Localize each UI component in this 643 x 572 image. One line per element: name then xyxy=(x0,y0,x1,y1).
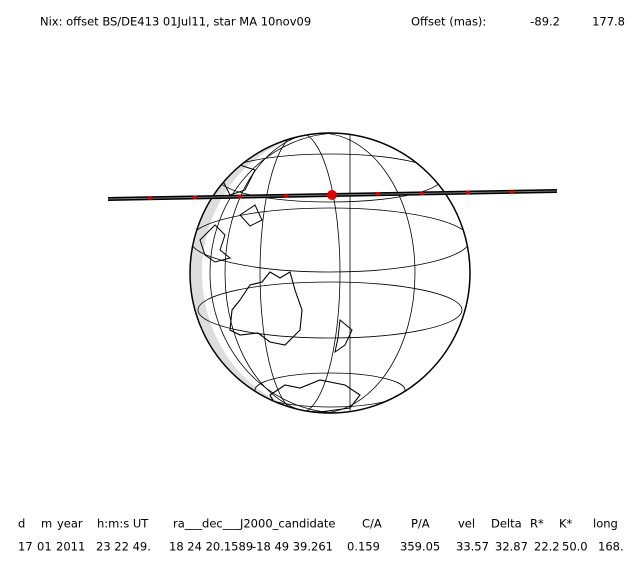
table-header: K* xyxy=(559,517,573,531)
offset-value: -89.2 xyxy=(530,15,560,29)
data-table: d m year h:m:s UT ra___dec___J2000_candidate… xyxy=(18,517,624,554)
table-header: d xyxy=(18,517,25,531)
globe xyxy=(189,132,471,414)
table-cell: 23 22 49. xyxy=(96,540,151,554)
table-cell: 17 xyxy=(18,540,33,554)
table-cell: 2011 xyxy=(56,540,85,554)
table-header: m xyxy=(41,517,52,531)
table-header: long xyxy=(593,517,618,531)
table-header: year xyxy=(57,517,83,531)
table-cell: 168. xyxy=(598,540,624,554)
title: Nix: offset BS/DE413 01Jul11, star MA 10… xyxy=(40,15,311,29)
occultation-path xyxy=(107,189,558,201)
table-header: Delta xyxy=(491,517,522,531)
table-cell: 18 24 20.1589 xyxy=(169,540,253,554)
table-cell: 0.159 xyxy=(347,540,380,554)
table-cell: 32.87 xyxy=(495,540,528,554)
table-header: R* xyxy=(530,517,544,531)
table-header: ra___dec___J2000_candidate xyxy=(173,517,335,531)
table-cell: -18 49 39.261 xyxy=(252,540,333,554)
table-cell: 33.57 xyxy=(456,540,489,554)
offset-label: Offset (mas): xyxy=(411,15,486,29)
table-header: C/A xyxy=(362,517,382,531)
table-header: h:m:s UT xyxy=(97,517,149,531)
offset-value: 177.8 xyxy=(592,15,625,29)
table-header: vel xyxy=(458,517,475,531)
table-cell: 50.0 xyxy=(562,540,588,554)
table-header: P/A xyxy=(411,517,430,531)
table-cell: 01 xyxy=(37,540,52,554)
table-cell: 22.2 xyxy=(534,540,560,554)
table-cell: 359.05 xyxy=(400,540,440,554)
